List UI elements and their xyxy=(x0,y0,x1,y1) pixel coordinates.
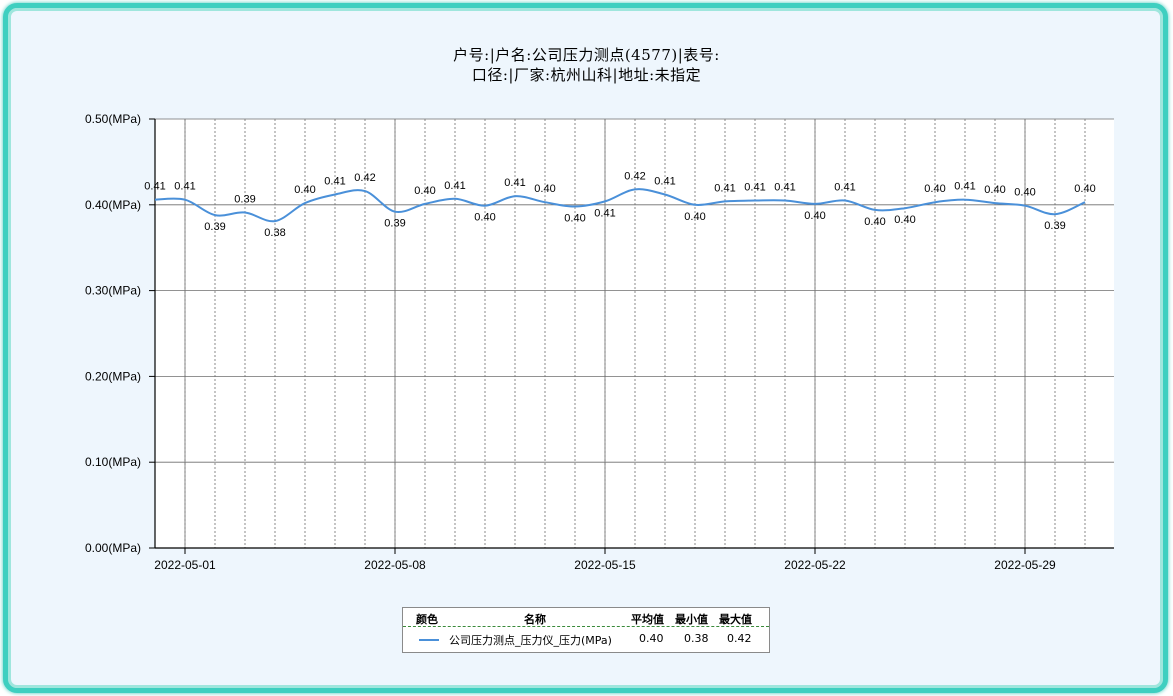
data-point xyxy=(634,188,637,191)
chart-title-line-1: 户号:|户名:公司压力测点(4577)|表号: xyxy=(453,46,720,64)
data-label: 0.40 xyxy=(474,212,495,224)
legend-header-row: 颜色 名称 平均值 最小值 最大值 xyxy=(403,608,769,627)
data-label: 0.40 xyxy=(864,216,885,228)
data-label: 0.40 xyxy=(414,185,435,197)
data-point xyxy=(754,199,757,202)
legend-series-name: 公司压力测点_压力仪_压力(MPa) xyxy=(449,634,612,647)
y-tick-label: 0.20(MPa) xyxy=(85,369,141,383)
data-label: 0.40 xyxy=(894,214,915,226)
data-label: 0.40 xyxy=(534,183,555,195)
data-label: 0.40 xyxy=(1074,183,1095,195)
data-point xyxy=(934,201,937,204)
chart-title-line-2: 口径:|厂家:杭州山科|地址:未指定 xyxy=(471,66,702,84)
data-point xyxy=(1084,201,1087,204)
x-tick-label: 2022-05-01 xyxy=(154,558,216,572)
series-line xyxy=(154,188,1086,223)
data-label: 0.41 xyxy=(144,181,165,193)
data-point xyxy=(394,210,397,213)
data-label: 0.42 xyxy=(624,170,645,182)
data-point xyxy=(844,199,847,202)
data-label: 0.40 xyxy=(564,213,585,225)
data-label: 0.40 xyxy=(294,184,315,196)
data-label: 0.39 xyxy=(234,194,255,206)
data-label: 0.41 xyxy=(654,176,675,188)
data-point xyxy=(334,193,337,196)
data-label: 0.41 xyxy=(324,176,345,188)
data-label: 0.41 xyxy=(954,181,975,193)
y-tick-label: 0.30(MPa) xyxy=(85,284,141,298)
data-point xyxy=(994,202,997,205)
data-label: 0.41 xyxy=(744,182,765,194)
data-point xyxy=(274,220,277,223)
legend-row: 公司压力测点_压力仪_压力(MPa) 0.40 0.38 0.42 xyxy=(403,628,769,650)
data-point xyxy=(544,201,547,204)
data-point xyxy=(214,214,217,217)
data-point xyxy=(904,207,907,210)
x-tick-label: 2022-05-08 xyxy=(364,558,426,572)
data-point xyxy=(784,199,787,202)
data-label: 0.41 xyxy=(504,177,525,189)
data-label: 0.40 xyxy=(984,184,1005,196)
data-point xyxy=(724,200,727,203)
data-point xyxy=(154,198,157,201)
legend-table: 颜色 名称 平均值 最小值 最大值 公司压力测点_压力仪_压力(MPa) 0.4… xyxy=(402,607,770,653)
x-tick-label: 2022-05-22 xyxy=(784,558,846,572)
plot-area xyxy=(155,119,1114,548)
data-point xyxy=(874,208,877,211)
data-point xyxy=(364,190,367,193)
data-label: 0.41 xyxy=(444,180,465,192)
data-label: 0.40 xyxy=(684,211,705,223)
data-label: 0.38 xyxy=(264,227,285,239)
data-label: 0.41 xyxy=(594,207,615,219)
data-point xyxy=(304,202,307,205)
data-point xyxy=(484,204,487,207)
y-tick-label: 0.00(MPa) xyxy=(85,541,141,555)
x-tick-label: 2022-05-29 xyxy=(994,558,1056,572)
legend-header-name: 名称 xyxy=(524,613,546,626)
legend-avg-value: 0.40 xyxy=(639,632,664,645)
data-label: 0.39 xyxy=(204,221,225,233)
data-point xyxy=(514,195,517,198)
data-point xyxy=(1024,204,1027,207)
legend-header-avg: 平均值 xyxy=(631,613,664,626)
data-label: 0.41 xyxy=(714,182,735,194)
legend-header-min: 最小值 xyxy=(675,613,708,626)
data-label: 0.40 xyxy=(1014,187,1035,199)
legend-min-value: 0.38 xyxy=(684,632,709,645)
x-tick-label: 2022-05-15 xyxy=(574,558,636,572)
data-label: 0.39 xyxy=(1044,220,1065,232)
data-point xyxy=(454,197,457,200)
data-point xyxy=(184,198,187,201)
data-point xyxy=(244,211,247,214)
data-label: 0.40 xyxy=(924,183,945,195)
data-label: 0.41 xyxy=(174,181,195,193)
data-label: 0.39 xyxy=(384,218,405,230)
data-point xyxy=(574,205,577,208)
data-point xyxy=(424,202,427,205)
data-label: 0.41 xyxy=(774,182,795,194)
data-point xyxy=(694,203,697,206)
legend-header-max: 最大值 xyxy=(719,613,752,626)
data-point xyxy=(814,202,817,205)
legend-max-value: 0.42 xyxy=(727,632,752,645)
data-point xyxy=(604,200,607,203)
data-point xyxy=(964,198,967,201)
data-label: 0.41 xyxy=(834,182,855,194)
data-point xyxy=(1054,213,1057,216)
legend-header-color: 颜色 xyxy=(416,613,438,626)
data-label: 0.40 xyxy=(804,210,825,222)
y-tick-label: 0.50(MPa) xyxy=(85,112,141,126)
y-tick-label: 0.40(MPa) xyxy=(85,198,141,212)
data-point xyxy=(664,193,667,196)
data-label: 0.42 xyxy=(354,172,375,184)
y-tick-label: 0.10(MPa) xyxy=(85,455,141,469)
legend-color-swatch xyxy=(419,639,439,641)
